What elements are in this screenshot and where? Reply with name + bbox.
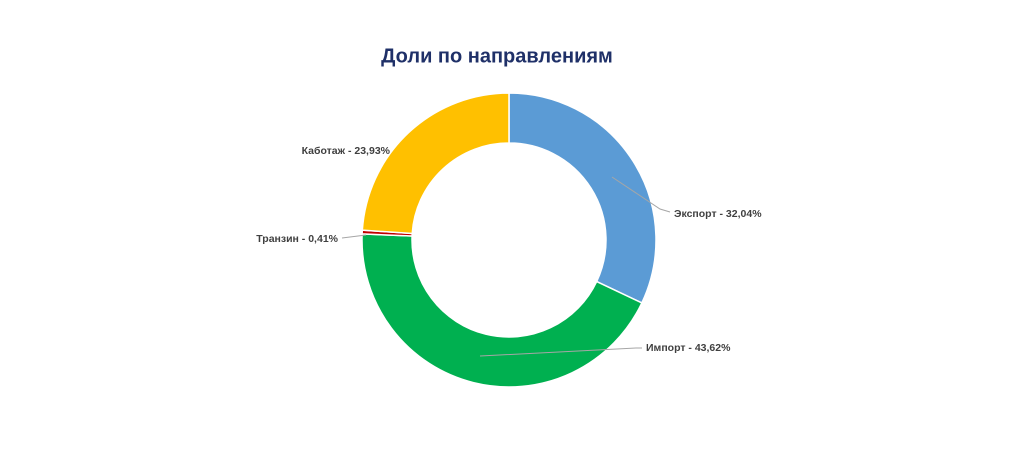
donut-slice (361, 233, 643, 388)
data-label: Каботаж - 23,93% (302, 145, 391, 157)
data-label: Экспорт - 32,04% (674, 208, 762, 220)
leader-line (341, 234, 367, 239)
leader-line (479, 347, 642, 357)
donut-slice (361, 92, 510, 235)
data-label: Импорт - 43,62% (646, 342, 731, 354)
leader-line (611, 176, 671, 213)
chart-title: Доли по направлениям (381, 45, 613, 67)
data-label: Транзин - 0,41% (256, 233, 338, 245)
donut-slice (508, 92, 657, 304)
